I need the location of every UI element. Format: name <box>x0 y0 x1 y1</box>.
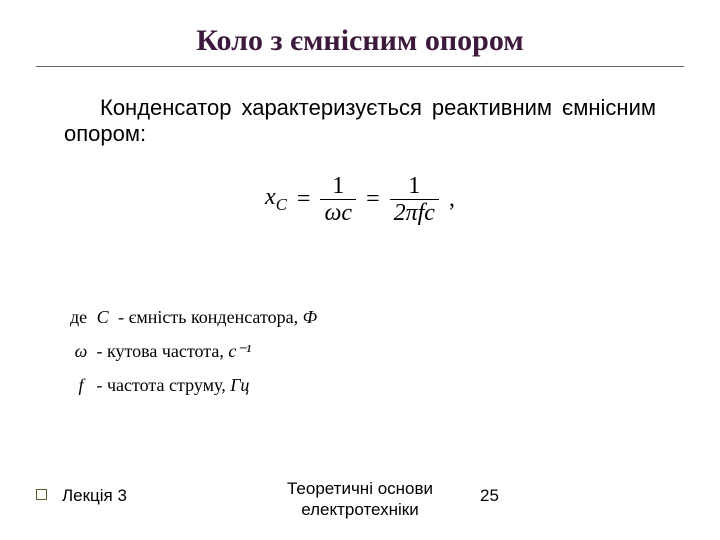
legend-dash: - <box>114 307 129 327</box>
legend-symbol: ω <box>70 334 92 368</box>
title-rule <box>36 66 684 67</box>
legend-line: ω - кутова частота, с⁻¹ <box>70 334 317 368</box>
slide: Коло з ємнісним опором Конденсатор харак… <box>0 0 720 540</box>
fraction-1: 1 ωc <box>320 173 356 227</box>
equals-sign-2: = <box>366 186 380 213</box>
legend-unit: Ф <box>303 307 317 327</box>
formula-sub: C <box>276 195 287 214</box>
slide-title: Коло з ємнісним опором <box>0 0 720 58</box>
formula-var: x <box>265 184 276 210</box>
legend-line: де C - ємність конденсатора, Ф <box>70 300 317 334</box>
formula: xC = 1 ωc = 1 2πfс , <box>0 173 720 227</box>
legend-line: f - частота струму, Гц <box>70 368 317 402</box>
formula-lhs: xC <box>265 184 287 215</box>
legend: де C - ємність конденсатора, Ф ω - кутов… <box>70 300 317 403</box>
legend-symbol: f <box>70 368 92 402</box>
legend-dash: - <box>92 341 107 361</box>
equals-sign: = <box>297 186 311 213</box>
footer-left: Лекція 3 <box>62 486 127 506</box>
footer-center-line2: електротехніки <box>301 500 419 519</box>
frac2-num: 1 <box>390 173 439 199</box>
formula-comma: , <box>449 186 455 213</box>
legend-dash: - <box>92 375 107 395</box>
footer-marker-icon <box>36 489 47 500</box>
frac2-den: 2πfс <box>390 199 439 226</box>
legend-unit: Гц <box>230 375 249 395</box>
fraction-2: 1 2πfс <box>390 173 439 227</box>
legend-desc: частота струму, <box>107 375 230 395</box>
legend-desc: ємність конденсатора, <box>129 307 303 327</box>
page-number: 25 <box>480 486 499 506</box>
footer-center: Теоретичні основи електротехніки <box>287 478 433 521</box>
legend-unit: с⁻¹ <box>228 341 251 361</box>
legend-symbol: C <box>92 300 114 334</box>
frac1-num: 1 <box>320 173 356 199</box>
body-paragraph: Конденсатор характеризується реактивним … <box>64 95 656 147</box>
legend-prefix: де <box>70 307 92 327</box>
legend-desc: кутова частота, <box>107 341 228 361</box>
footer-center-line1: Теоретичні основи <box>287 479 433 498</box>
frac1-den: ωc <box>320 199 356 226</box>
